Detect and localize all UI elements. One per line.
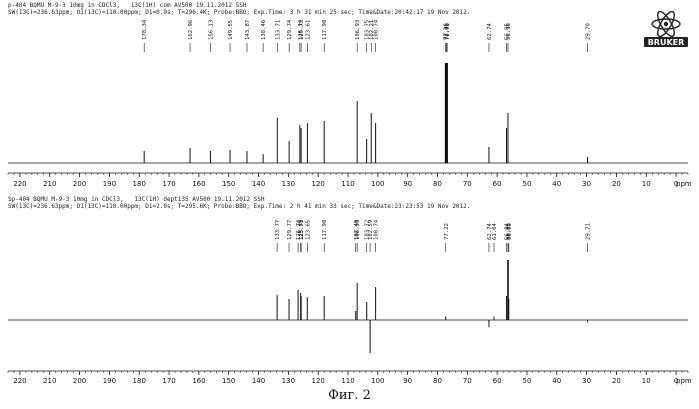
spectrum-1-peak-label: 123.61 — [305, 20, 311, 40]
bruker-logo-icon: BRUKER — [640, 10, 692, 54]
spectrum-1-x-tick-label: 10 — [642, 180, 651, 188]
spectrum-2-x-tick-label: 40 — [552, 377, 561, 385]
spectrum-2-x-tick-label: 20 — [612, 377, 621, 385]
spectrum-1-x-tick-label: 70 — [463, 180, 472, 188]
spectrum-2-x-tick-label: 190 — [103, 377, 116, 385]
spectrum-1-x-tick-label: 140 — [252, 180, 265, 188]
spectrum-2-x-tick-label: 10 — [642, 377, 651, 385]
spectrum-1-peak-label: 162.96 — [188, 20, 194, 40]
spectrum-1-x-tick-label: 130 — [282, 180, 295, 188]
spectrum-2-x-tick-label: 180 — [133, 377, 146, 385]
spectrum-2-x-tick-label: 200 — [73, 377, 86, 385]
spectrum-1-peak-label: 125.72 — [299, 20, 305, 40]
spectrum-1-peak-label: 129.74 — [287, 19, 293, 40]
svg-text:BRUKER: BRUKER — [648, 38, 685, 47]
spectrum-1-x-tick-label: 90 — [403, 180, 412, 188]
spectrum-1-x-tick-label: 60 — [493, 180, 502, 188]
spectrum-2-x-tick-label: 60 — [493, 377, 502, 385]
spectrum-1-x-tick-label: 40 — [552, 180, 561, 188]
spectrum-1-x-tick-label: 220 — [13, 180, 26, 188]
spectrum-1-13c: 178.34 162.96 156.13 149.55 143.87 138.46 133.… — [8, 19, 692, 188]
spectrum-1-peak-label: 156.13 — [208, 20, 214, 40]
spectrum-2-x-tick-label: 50 — [522, 377, 531, 385]
spectrum-1-peak-label: 106.93 — [355, 20, 361, 40]
spectrum-1-x-axis-label: ppm — [676, 180, 692, 188]
spectrum-2-x-tick-label: 110 — [341, 377, 354, 385]
spectrum-1-x-tick-label: 160 — [192, 180, 205, 188]
spectrum-1-x-tick-label: 30 — [582, 180, 591, 188]
spectrum-2-peak-label: 77.22 — [444, 223, 450, 240]
spectrum-1-peak-label: 56.36 — [506, 23, 512, 40]
spectrum-1-x-tick-label: 110 — [341, 180, 354, 188]
spectrum-2-x-tick-label: 150 — [222, 377, 235, 385]
spectrum-2-x-tick-label: 120 — [311, 377, 324, 385]
spectrum-2-peak-label: 125.71 — [299, 220, 305, 240]
spectrum-2-x-tick-label: 140 — [252, 377, 265, 385]
spectrum-2-x-tick-label: 70 — [463, 377, 472, 385]
spectrum-1-peak-label: 138.46 — [261, 20, 267, 40]
spectrum-1-peak-label: 133.71 — [275, 20, 281, 40]
spectrum-2-peak-label: 61.04 — [492, 223, 498, 240]
spectrum-2-x-tick-label: 30 — [582, 377, 591, 385]
spectrum-1-x-tick-label: 100 — [371, 180, 384, 188]
spectrum-1-x-tick-label: 120 — [311, 180, 324, 188]
spectrum-1-peak-label: 178.34 — [142, 19, 148, 40]
spectrum-1-x-tick-label: 200 — [73, 180, 86, 188]
spectrum-1-x-tick-label: 210 — [43, 180, 56, 188]
figure-caption: Фиг. 2 — [0, 388, 699, 403]
spectrum-2-peak-label: 100.74 — [374, 219, 380, 240]
spectrum-1-peak-label: 100.74 — [374, 19, 380, 40]
spectrum-1-peak-label: 29.70 — [585, 23, 591, 40]
spectrum-2-x-tick-label: 220 — [13, 377, 26, 385]
spectrum-1-x-tick-label: 50 — [522, 180, 531, 188]
spectrum-1-peak-label: 117.98 — [322, 19, 328, 40]
spectrum-2-peak-label: 117.98 — [322, 219, 328, 240]
spectrum-1-x-tick-label: 170 — [162, 180, 175, 188]
spectrum-2-x-tick-label: 80 — [433, 377, 442, 385]
spectrum-2-dept135: 133.77129.77126.74125.89125.71123.65117.… — [8, 219, 692, 385]
spectrum-1-x-tick-label: 80 — [433, 180, 442, 188]
spectrum-2-peak-label: 29.71 — [585, 223, 591, 240]
spectrum-1-x-tick-label: 190 — [103, 180, 116, 188]
spectrum-1-x-tick-label: 150 — [222, 180, 235, 188]
spectrum-2-x-tick-label: 170 — [162, 377, 175, 385]
spectrum-2-peak-label: 106.93 — [355, 220, 361, 240]
spectrum-2-x-tick-label: 160 — [192, 377, 205, 385]
spectrum-1-peak-label: 149.55 — [228, 20, 234, 40]
spectrum-2-peak-label: 123.65 — [305, 220, 311, 240]
spectrum-1-x-tick-label: 20 — [612, 180, 621, 188]
spectrum-2-x-tick-label: 210 — [43, 377, 56, 385]
spectrum-2-x-tick-label: 90 — [403, 377, 412, 385]
spectrum-2-x-axis-label: ppm — [676, 377, 692, 385]
spectrum-1-peak-label: 76.76 — [445, 23, 451, 40]
spectrum-2-peak-label: 56.09 — [507, 223, 513, 240]
spectrum-1-x-tick-label: 180 — [133, 180, 146, 188]
spectrum-1-peak-label: 143.87 — [245, 20, 251, 40]
spectrum-2-x-tick-label: 100 — [371, 377, 384, 385]
spectrum-2-peak-label: 133.77 — [275, 220, 281, 240]
spectrum-2-x-tick-label: 130 — [282, 377, 295, 385]
spectrum-1-peak-label: 62.74 — [487, 23, 493, 40]
spectrum-2-peak-label: 129.77 — [287, 220, 293, 240]
